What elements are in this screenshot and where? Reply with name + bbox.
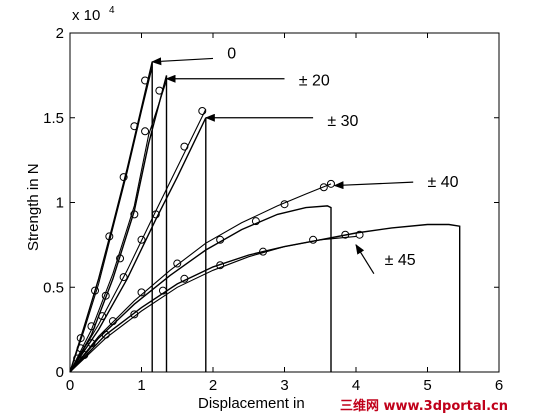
series-line (69, 235, 357, 373)
series-marker (137, 288, 146, 297)
series-marker (87, 339, 96, 348)
series-marker (116, 254, 125, 263)
series-marker (155, 86, 164, 95)
y-axis-ticks: 0 0.5 1 1.5 2 (43, 25, 499, 381)
series-marker (101, 330, 110, 339)
series-marker (158, 286, 167, 295)
series-marker (91, 286, 100, 295)
x-axis-ticks: 0 1 2 3 4 5 6 (66, 33, 503, 394)
series-5: ± 45 (69, 223, 461, 373)
series-marker (355, 230, 364, 239)
y-tick-label: 2 (56, 25, 64, 42)
y-tick-label: 0.5 (43, 279, 64, 296)
x-tick-label: 6 (495, 377, 503, 394)
y-tick-label: 1 (56, 195, 64, 212)
series-layer: 0 ± 20 ± 30 ± 40 ± 45 (69, 45, 461, 373)
series-2: ± 20 (69, 72, 330, 373)
series-line (69, 223, 461, 373)
x-tick-label: 1 (137, 377, 145, 394)
series-marker (319, 183, 328, 192)
series-marker (216, 261, 225, 270)
series-3: ± 30 (69, 106, 359, 373)
series-annotation-label: ± 45 (385, 252, 416, 269)
series-marker (101, 291, 110, 300)
series-marker (105, 232, 114, 241)
series-marker (180, 142, 189, 151)
series-marker (341, 230, 350, 239)
annotation-arrow (333, 181, 414, 190)
series-marker (259, 247, 268, 256)
x-tick-label: 5 (423, 377, 431, 394)
series-line (69, 66, 153, 373)
series-marker (309, 235, 318, 244)
series-marker (108, 317, 117, 326)
series-1: 0 (69, 45, 236, 373)
x-tick-label: 4 (352, 377, 360, 394)
series-marker (280, 200, 289, 209)
y-axis-exponent-power: 4 (109, 5, 115, 16)
x-tick-label: 2 (209, 377, 217, 394)
series-marker (130, 310, 139, 319)
series-marker (216, 235, 225, 244)
x-tick-label: 0 (66, 377, 74, 394)
series-line (69, 109, 207, 373)
series-marker (119, 273, 128, 282)
series-4: ± 40 (69, 174, 459, 373)
series-marker (251, 217, 260, 226)
series-line (69, 80, 168, 373)
series-marker (141, 127, 150, 136)
series-marker (151, 210, 160, 219)
series-marker (87, 322, 96, 331)
series-annotation-label: ± 40 (428, 174, 459, 191)
series-marker (80, 351, 89, 360)
watermark: 三维网 www.3dportal.cn (340, 398, 508, 414)
series-marker (119, 173, 128, 182)
series-annotation-label: ± 30 (327, 113, 358, 130)
series-marker (76, 344, 85, 353)
y-tick-label: 1.5 (43, 110, 64, 127)
series-line (69, 205, 332, 373)
series-marker (76, 334, 85, 343)
series-marker (198, 106, 207, 115)
series-annotation-label: 0 (227, 45, 236, 62)
y-tick-label: 0 (56, 364, 64, 381)
series-marker (180, 274, 189, 283)
series-marker (173, 259, 182, 268)
series-marker (137, 235, 146, 244)
series-marker (130, 122, 139, 131)
x-tick-label: 3 (280, 377, 288, 394)
series-marker (141, 76, 150, 85)
y-axis-label: Strength in N (25, 163, 42, 251)
series-line (69, 117, 207, 373)
series-line (69, 183, 332, 373)
series-line (69, 61, 153, 373)
annotation-arrow (355, 244, 375, 275)
series-marker (98, 312, 107, 321)
series-marker (130, 210, 139, 219)
annotation-arrow (151, 57, 214, 66)
y-axis-exponent: x 10 (72, 7, 100, 24)
x-axis-label: Displacement in (198, 395, 305, 412)
series-annotation-label: ± 20 (299, 72, 330, 89)
